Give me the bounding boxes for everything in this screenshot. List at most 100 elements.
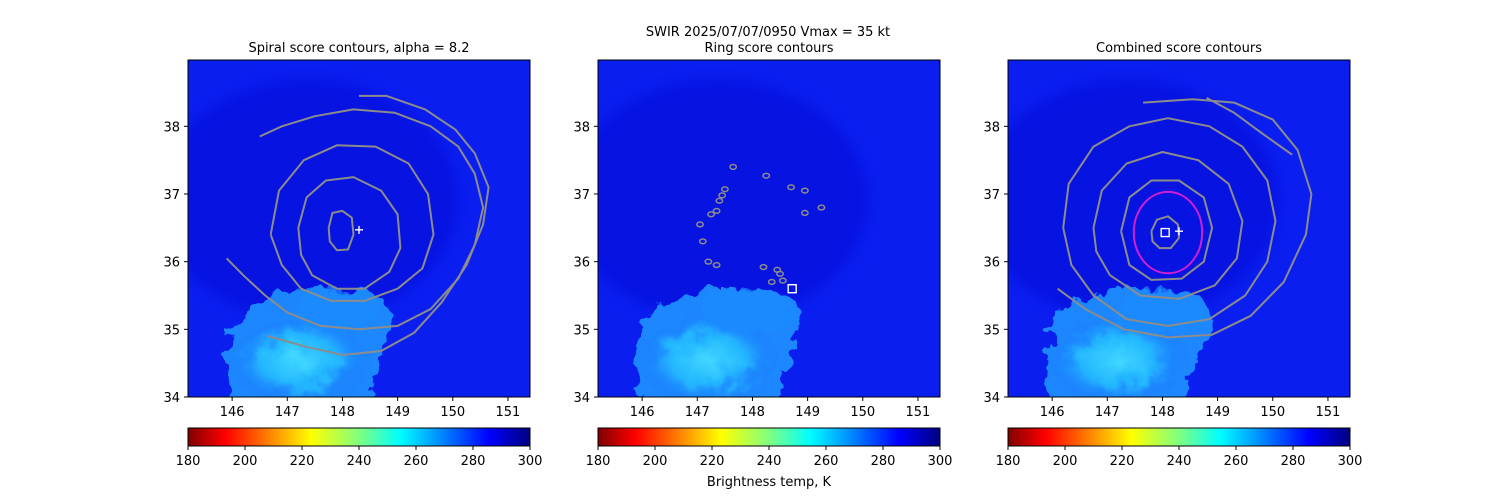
y-tick-label: 38 xyxy=(983,120,1000,135)
colorbar: 180 200 220 240 260 280 300 xyxy=(176,427,543,469)
colorbar-tick-label: 280 xyxy=(871,454,896,469)
plot-frame xyxy=(187,59,531,398)
colorbar-tick-label: 220 xyxy=(700,454,725,469)
x-tick-label: 146 xyxy=(630,405,655,420)
colorbar-tick-label: 180 xyxy=(996,454,1021,469)
colorbar-tick-label: 240 xyxy=(757,454,782,469)
x-tick-label: 151 xyxy=(496,405,521,420)
dark-swirl xyxy=(188,80,458,320)
contour-line-5 xyxy=(267,94,490,356)
colorbar-tick-label: 220 xyxy=(290,454,315,469)
cloud-core xyxy=(638,315,778,397)
y-tick-label: 36 xyxy=(163,256,180,271)
y-tick-label: 37 xyxy=(163,188,180,203)
satellite-image xyxy=(598,60,940,397)
colorbar-tick-label: 260 xyxy=(1224,454,1249,469)
x-tick-label: 147 xyxy=(1095,405,1120,420)
y-tick-label: 36 xyxy=(983,256,1000,271)
contour-blob xyxy=(759,263,768,271)
colorbar-tick-label: 240 xyxy=(347,454,372,469)
x-tick-label: 146 xyxy=(220,405,245,420)
colorbar-tick-label: 180 xyxy=(586,454,611,469)
colorbar-tick-label: 200 xyxy=(643,454,668,469)
colorbar-tick-label: 300 xyxy=(1338,454,1363,469)
colorbar-tick-label: 260 xyxy=(404,454,429,469)
x-tick-label: 148 xyxy=(1150,405,1175,420)
contour-blob xyxy=(800,187,809,194)
cloud-region xyxy=(636,288,800,397)
contour-blob xyxy=(800,209,809,217)
colorbar: 180 200 220 240 260 280 300 xyxy=(586,427,952,469)
y-tick-label: 38 xyxy=(163,120,180,135)
x-tick-label: 150 xyxy=(850,405,875,420)
contour-blob xyxy=(696,221,704,228)
x-tick-label: 149 xyxy=(795,405,820,420)
colorbar-gradient xyxy=(1007,427,1351,447)
center-square-marker xyxy=(787,284,797,294)
contour-blob xyxy=(762,172,771,179)
suptitle: SWIR 2025/07/07/0950 Vmax = 35 kt xyxy=(646,25,890,40)
plot-frame xyxy=(1007,59,1351,398)
colorbar-tick-label: 300 xyxy=(518,454,543,469)
contour-line-3 xyxy=(1092,151,1244,300)
colorbar-tick-label: 280 xyxy=(1281,454,1306,469)
contour-blob xyxy=(787,184,796,191)
contour-line-1 xyxy=(327,209,355,252)
contour-blob xyxy=(704,258,713,265)
contour-blob xyxy=(767,278,776,286)
y-tick-label: 36 xyxy=(573,256,590,271)
contour-blob xyxy=(698,238,707,245)
colorbar-tick-label: 200 xyxy=(233,454,258,469)
y-tick-label: 35 xyxy=(163,323,180,338)
colorbar-tick-label: 200 xyxy=(1053,454,1078,469)
x-tick-label: 151 xyxy=(906,405,931,420)
cloud-band xyxy=(703,288,793,332)
cloud-region xyxy=(1046,288,1210,397)
x-tick-label: 147 xyxy=(685,405,710,420)
dark-swirl xyxy=(1008,80,1278,320)
center-plus-marker xyxy=(355,225,363,234)
contour-line-5 xyxy=(1057,98,1313,339)
y-tick-label: 35 xyxy=(573,323,590,338)
y-tick-label: 34 xyxy=(573,391,590,406)
panel-3: Combined score contours 146 147 148 149 150 15… xyxy=(983,41,1363,469)
colorbar: 180 200 220 240 260 280 300 xyxy=(996,427,1363,469)
contour-blob xyxy=(715,197,724,204)
contour-blob xyxy=(707,211,716,218)
panel-1: Spiral score contours, alpha = 8.2 146 147… xyxy=(163,41,543,469)
y-tick-label: 38 xyxy=(573,120,590,135)
colorbar-label: Brightness temp, K xyxy=(707,475,832,490)
satellite-image xyxy=(1008,60,1350,397)
colorbar-tick-label: 220 xyxy=(1110,454,1135,469)
contour-blob xyxy=(729,163,738,171)
panel-title: Combined score contours xyxy=(1096,41,1262,56)
colorbar-gradient xyxy=(597,427,941,447)
contour-line-2 xyxy=(1120,179,1214,281)
x-tick-label: 146 xyxy=(1040,405,1065,420)
ring-contour xyxy=(1132,190,1204,275)
contour-line-2 xyxy=(297,176,402,290)
x-tick-label: 148 xyxy=(740,405,765,420)
contour-line-1 xyxy=(1150,215,1180,250)
cloud-band xyxy=(293,288,383,332)
panel-2: Ring score contours 146 147 148 149 150 151 34 3… xyxy=(573,41,952,469)
y-tick-label: 37 xyxy=(573,188,590,203)
cloud-core xyxy=(228,315,368,397)
x-tick-label: 147 xyxy=(275,405,300,420)
colorbar-tick-label: 180 xyxy=(176,454,201,469)
y-tick-label: 34 xyxy=(983,391,1000,406)
contour-blob xyxy=(712,261,721,269)
plot-frame xyxy=(597,59,941,398)
contour-blob xyxy=(720,186,729,193)
colorbar-gradient xyxy=(187,427,531,447)
x-tick-label: 150 xyxy=(1260,405,1285,420)
contour-line-6 xyxy=(1206,97,1293,156)
x-tick-label: 150 xyxy=(440,405,465,420)
contour-blob xyxy=(718,192,727,199)
dark-swirl xyxy=(598,80,868,320)
center-plus-marker xyxy=(1175,227,1183,236)
panel-title: Spiral score contours, alpha = 8.2 xyxy=(248,41,469,56)
center-square-marker xyxy=(1160,227,1170,238)
contour-blob xyxy=(778,277,787,284)
